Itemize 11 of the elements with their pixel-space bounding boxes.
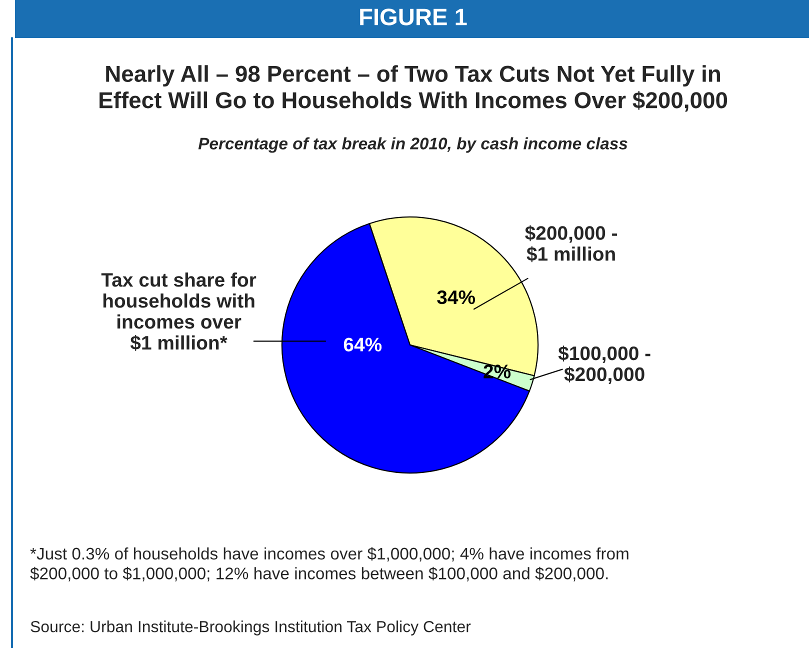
data-label: 64% — [344, 338, 382, 352]
source-note: Source: Urban Institute-Brookings Institution Tax Policy Center — [30, 620, 471, 636]
slice-label: $100,000 - $200,000 — [558, 346, 650, 384]
data-label: 2% — [484, 364, 511, 378]
chart-subtitle: Percentage of tax break in 2010, by cash income class — [198, 137, 628, 153]
text: *Just 0.3% of households have incomes over $1,000,000; 4% have incomes from $200,000 to $1,000,000; 12% have incomes between $100,000 and $200,000. — [30, 547, 628, 582]
chart-title: Nearly All – 98 Percent – of Two Tax Cuts Not Yet Fully in Effect Will Go to Households With Incomes Over $200,000 — [100, 65, 728, 112]
slice-label: Tax cut share for households with incomes over $1 million* — [101, 272, 256, 351]
data-label: 34% — [437, 290, 476, 304]
slice-label: $200,000 - $1 million — [525, 225, 617, 262]
caption: FIGURE 1 — [360, 8, 467, 26]
